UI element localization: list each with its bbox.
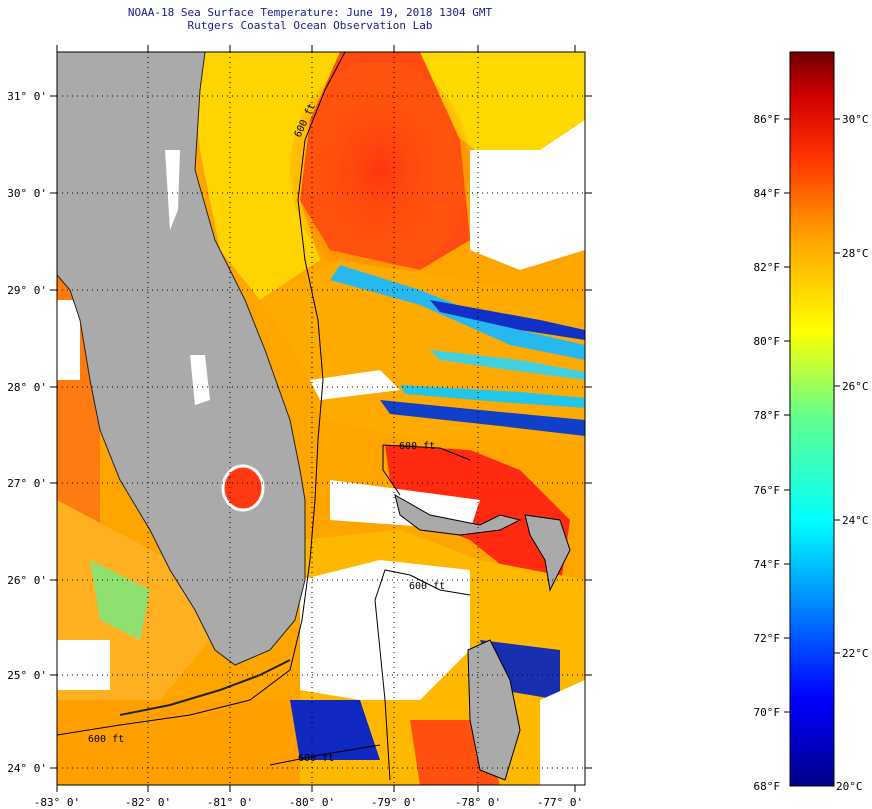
lat-label: 27° 0' bbox=[7, 477, 47, 490]
colorbar-c-label: 30°C bbox=[842, 113, 869, 126]
colorbar-f-label: 78°F bbox=[754, 409, 781, 422]
cloud-southeast bbox=[540, 680, 585, 785]
lat-label: 26° 0' bbox=[7, 574, 47, 587]
colorbar-f-label: 82°F bbox=[754, 261, 781, 274]
colorbar-c-label: 20°C bbox=[836, 780, 863, 793]
cold-streak-1 bbox=[430, 300, 585, 340]
graticule bbox=[57, 52, 585, 785]
isobath-label: 600 ft bbox=[88, 734, 124, 745]
cloud-band-2 bbox=[310, 370, 400, 400]
gulf-stream-glow bbox=[290, 60, 470, 280]
florida-land bbox=[57, 52, 306, 666]
colorbar-f-label: 76°F bbox=[754, 484, 781, 497]
colorbar-f-label: 72°F bbox=[754, 632, 781, 645]
lon-label: -79° 0' bbox=[371, 796, 417, 809]
grand-bahama-land bbox=[394, 493, 522, 536]
cold-streak-2 bbox=[380, 400, 585, 436]
isobath-label: 600 ft bbox=[409, 581, 445, 592]
colorbar-f-label: 70°F bbox=[754, 706, 781, 719]
lat-label: 28° 0' bbox=[7, 381, 47, 394]
isobath-label: 600 ft bbox=[298, 753, 334, 764]
colorbar-c-label: 28°C bbox=[842, 247, 869, 260]
cold-patch-keys bbox=[290, 700, 380, 760]
isobath-600ft-straits bbox=[374, 569, 411, 781]
lat-label: 30° 0' bbox=[7, 187, 47, 200]
lat-label: 25° 0' bbox=[7, 669, 47, 682]
gulf-cool-patch bbox=[90, 560, 150, 640]
sst-map bbox=[57, 52, 585, 785]
cloud-straits bbox=[300, 560, 470, 700]
cloud-ne bbox=[470, 120, 585, 270]
cloud-gulf bbox=[57, 640, 110, 690]
map-subtitle: Rutgers Coastal Ocean Observation Lab bbox=[187, 19, 433, 32]
lake-okeechobee bbox=[221, 464, 265, 512]
inland-lakes-2 bbox=[190, 355, 210, 405]
inland-lakes bbox=[165, 150, 180, 230]
isobath-600ft-florida bbox=[57, 52, 346, 736]
colorbar-ticks bbox=[784, 118, 840, 713]
colorbar-c-label: 26°C bbox=[842, 380, 869, 393]
colorbar-f-label: 74°F bbox=[754, 558, 781, 571]
colorbar-f-label: 68°F bbox=[754, 780, 781, 793]
isobath-600ft-bahamas bbox=[382, 445, 401, 496]
cool-streak-3 bbox=[430, 350, 585, 380]
map-frame bbox=[56, 51, 586, 786]
lat-label: 29° 0' bbox=[7, 284, 47, 297]
axis-ticks bbox=[50, 45, 592, 792]
lon-label: -83° 0' bbox=[34, 796, 80, 809]
isobath-600ft-straits-b bbox=[409, 574, 471, 596]
colorbar-c-label: 22°C bbox=[842, 647, 869, 660]
lon-label: -78° 0' bbox=[455, 796, 501, 809]
map-title: NOAA-18 Sea Surface Temperature: June 19… bbox=[127, 6, 493, 19]
lat-label: 24° 0' bbox=[7, 762, 47, 775]
florida-keys bbox=[119, 659, 291, 716]
keys-water bbox=[57, 700, 300, 785]
cloud-west-edge bbox=[57, 300, 80, 380]
colorbar bbox=[789, 51, 835, 787]
cool-streak-2 bbox=[400, 385, 585, 408]
isobath-600ft-south bbox=[269, 744, 381, 766]
lat-label: 31° 0' bbox=[7, 90, 47, 103]
colorbar-f-label: 86°F bbox=[754, 113, 781, 126]
lon-label: -80° 0' bbox=[289, 796, 335, 809]
colorbar-f-label: 80°F bbox=[754, 335, 781, 348]
lon-label: -81° 0' bbox=[207, 796, 253, 809]
colorbar-c-label: 24°C bbox=[842, 514, 869, 527]
colorbar-f-label: 84°F bbox=[754, 187, 781, 200]
abaco-land bbox=[524, 514, 571, 592]
lon-label: -77° 0' bbox=[537, 796, 583, 809]
isobath-label: 600 ft bbox=[399, 441, 435, 452]
lon-label: -82° 0' bbox=[125, 796, 171, 809]
isobath-600ft-bahamas-b bbox=[382, 444, 471, 461]
